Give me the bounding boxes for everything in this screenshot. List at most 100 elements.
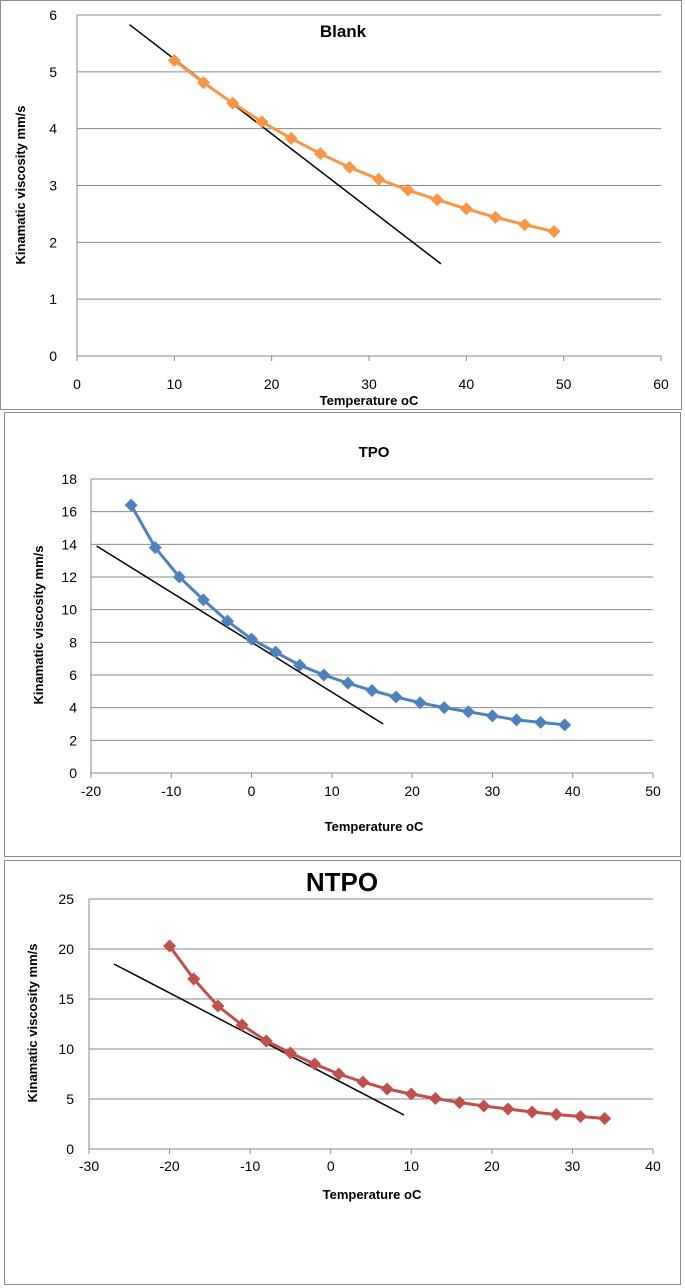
data-point-marker bbox=[197, 76, 211, 90]
data-point-marker bbox=[518, 218, 532, 232]
y-tick-label: 20 bbox=[58, 941, 74, 957]
y-tick-label: 10 bbox=[58, 1041, 74, 1057]
data-point-marker bbox=[187, 972, 201, 986]
data-point-marker bbox=[269, 645, 283, 659]
y-tick-label: 0 bbox=[49, 348, 57, 364]
data-point-marker bbox=[401, 183, 415, 197]
chart-1-svg: 0 2 4 6 8 10 12 14 16 18 -20 -10 0 10 20 30 40 50 TPO Tempe… bbox=[31, 444, 661, 834]
x-tick-label: 50 bbox=[645, 783, 661, 799]
data-point-marker bbox=[284, 131, 298, 145]
x-tick-label: -30 bbox=[79, 1158, 99, 1174]
data-point-marker bbox=[255, 115, 269, 129]
x-tick-label: -10 bbox=[240, 1158, 260, 1174]
data-point-marker bbox=[211, 999, 225, 1013]
chart-title: NTPO bbox=[306, 867, 378, 897]
x-tick-label: 10 bbox=[403, 1158, 419, 1174]
y-tick-label: 4 bbox=[69, 700, 77, 716]
data-point-marker bbox=[332, 1067, 346, 1081]
x-tick-label: 20 bbox=[484, 1158, 500, 1174]
data-point-marker bbox=[428, 1092, 442, 1105]
y-axis-label: Kinamatic viscosity mm/s bbox=[25, 944, 40, 1103]
x-tick-label: 0 bbox=[248, 783, 256, 799]
data-point-marker bbox=[259, 1034, 273, 1048]
data-point-marker bbox=[459, 202, 473, 216]
y-tick-label: 3 bbox=[49, 178, 57, 194]
data-point-marker bbox=[343, 160, 357, 174]
y-tick-label: 16 bbox=[61, 504, 77, 520]
y-tick-label: 2 bbox=[49, 234, 57, 250]
x-tick-label: 40 bbox=[645, 1158, 661, 1174]
data-point-marker bbox=[534, 715, 548, 729]
data-point-marker bbox=[380, 1082, 394, 1096]
x-tick-label: 10 bbox=[167, 376, 183, 392]
data-point-marker bbox=[558, 718, 572, 732]
x-tick-label: 30 bbox=[485, 783, 501, 799]
data-point-marker bbox=[365, 684, 379, 698]
y-axis-label: Kinamatic viscosity mm/s bbox=[31, 546, 46, 705]
data-point-marker bbox=[167, 53, 181, 67]
data-point-marker bbox=[220, 614, 234, 628]
y-axis-label: Kinamatic viscosity mm/s bbox=[13, 106, 28, 265]
data-point-marker bbox=[283, 1046, 297, 1060]
data-point-marker bbox=[461, 705, 475, 719]
x-tick-label: -10 bbox=[161, 783, 181, 799]
x-tick-label: -20 bbox=[81, 783, 101, 799]
data-point-marker bbox=[148, 541, 162, 555]
data-point-marker bbox=[124, 498, 138, 512]
y-tick-label: 10 bbox=[61, 602, 77, 618]
chart-2-svg: 0 5 10 15 20 25 -30 -20 -10 0 10 20 30 40 NTPO Temperat… bbox=[25, 867, 661, 1202]
y-tick-label: 0 bbox=[66, 1141, 74, 1157]
data-point-marker bbox=[430, 193, 444, 207]
data-point-marker bbox=[453, 1096, 467, 1109]
x-axis-label: Temperature oC bbox=[323, 1187, 422, 1202]
data-point-marker bbox=[389, 690, 403, 704]
x-tick-label: 0 bbox=[327, 1158, 335, 1174]
data-point-marker bbox=[477, 1099, 491, 1113]
x-tick-label: 20 bbox=[264, 376, 280, 392]
y-tick-label: 8 bbox=[69, 634, 77, 650]
y-tick-label: 15 bbox=[58, 991, 74, 1007]
data-point-marker bbox=[245, 632, 259, 646]
x-axis-label: Temperature oC bbox=[325, 819, 424, 834]
y-tick-label: 14 bbox=[61, 536, 77, 552]
y-tick-label: 2 bbox=[69, 732, 77, 748]
y-tick-label: 0 bbox=[69, 765, 77, 781]
y-tick-label: 12 bbox=[61, 569, 77, 585]
data-point-marker bbox=[313, 147, 327, 161]
x-tick-label: 30 bbox=[361, 376, 377, 392]
data-point-marker bbox=[437, 701, 451, 715]
x-tick-label: 30 bbox=[565, 1158, 581, 1174]
data-point-marker bbox=[598, 1112, 612, 1125]
x-axis-label: Temperature oC bbox=[320, 393, 419, 408]
y-tick-label: 5 bbox=[49, 64, 57, 80]
data-point-marker bbox=[235, 1018, 249, 1032]
y-tick-label: 6 bbox=[69, 667, 77, 683]
y-tick-label: 18 bbox=[61, 471, 77, 487]
data-point-marker bbox=[341, 676, 355, 690]
data-point-marker bbox=[573, 1110, 587, 1123]
trendline bbox=[113, 963, 405, 1116]
series-line bbox=[129, 504, 565, 727]
x-tick-label: 50 bbox=[556, 376, 572, 392]
y-tick-label: 4 bbox=[49, 121, 57, 137]
y-tick-label: 1 bbox=[49, 291, 57, 307]
x-tick-label: 10 bbox=[324, 783, 340, 799]
data-point-marker bbox=[372, 172, 386, 186]
data-point-marker bbox=[525, 1105, 539, 1119]
data-point-marker bbox=[226, 96, 240, 110]
tpo-chart-panel: 0 2 4 6 8 10 12 14 16 18 -20 -10 0 10 20 30 40 50 TPO Tempe… bbox=[4, 412, 681, 857]
data-point-marker bbox=[317, 668, 331, 682]
data-point-marker bbox=[485, 709, 499, 723]
x-tick-label: 40 bbox=[565, 783, 581, 799]
x-tick-label: 0 bbox=[73, 376, 81, 392]
ntpo-chart-panel: 0 5 10 15 20 25 -30 -20 -10 0 10 20 30 40 NTPO Temperat… bbox=[4, 860, 681, 1285]
data-point-marker bbox=[413, 696, 427, 710]
data-point-marker bbox=[549, 1108, 563, 1121]
data-point-marker bbox=[293, 658, 307, 672]
y-tick-label: 5 bbox=[66, 1091, 74, 1107]
series-line bbox=[173, 59, 555, 233]
trendline bbox=[96, 545, 384, 725]
chart-title: Blank bbox=[320, 22, 367, 41]
data-point-marker bbox=[196, 593, 210, 607]
